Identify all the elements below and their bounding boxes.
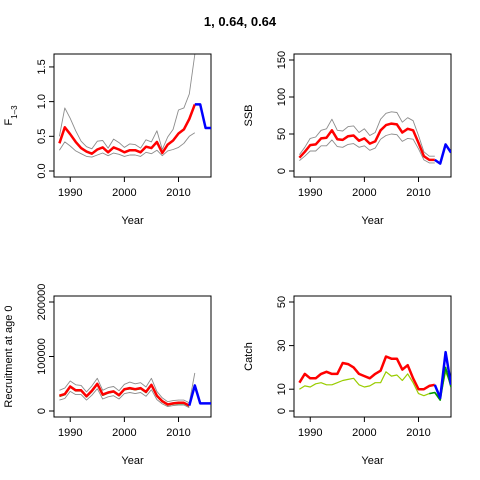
x-axis-label: Year (361, 215, 384, 227)
x-tick-label: 2000 (352, 427, 376, 439)
panel-recruitment: 1990 2000 2010 0 100000 200000 Year Recruitment… (3, 284, 212, 467)
series-line-estimate (59, 382, 190, 407)
series-line-upper-bound (58, 54, 196, 150)
series-line-projection (433, 350, 451, 400)
series-line-upper-bound (59, 372, 196, 404)
x-axis-label: Year (121, 215, 144, 227)
y-tick-label: 1.5 (36, 59, 48, 74)
y-axis-label-subscript: 1–3 (10, 105, 19, 119)
panel-ssb: 1990 2000 2010 0 50 100 150 Year SSB (243, 51, 452, 227)
y-tick-label: 0.0 (36, 163, 48, 178)
series-line-lower-bound (59, 388, 190, 409)
series-line-estimate (58, 103, 196, 155)
series-line-lower-bound (299, 133, 435, 164)
series-group (298, 111, 451, 165)
y-axis-label: F1–3 (3, 105, 19, 126)
series-group (59, 372, 211, 409)
y-tick-label: 0 (276, 168, 288, 174)
y-tick-label: 50 (276, 296, 288, 308)
x-tick-label: 2010 (166, 427, 190, 439)
y-axis-label: SSB (243, 104, 255, 126)
panel-fishing-mortality: 1990 2000 2010 0.0 0.5 1.0 1.5 Year F1–3 (3, 53, 212, 227)
y-tick-label: 30 (276, 339, 288, 351)
y-tick-label: 50 (276, 128, 288, 140)
y-tick-label: 200000 (36, 284, 48, 321)
x-tick-label: 2010 (166, 187, 190, 199)
x-tick-label: 2000 (112, 427, 136, 439)
x-tick-label: 1990 (58, 427, 82, 439)
series-line-lower-bound (59, 132, 196, 158)
y-tick-label: 150 (276, 51, 288, 69)
series-line-projection (194, 103, 211, 130)
series-line-projection (188, 384, 211, 406)
panel-catch: 1990 2000 2010 0 10 30 50 Year Catch (243, 295, 452, 467)
series-group (58, 54, 211, 158)
y-tick-label: 10 (276, 383, 288, 395)
series-line-upper-bound (299, 111, 435, 157)
figure-title: 1, 0.64, 0.64 (204, 14, 277, 29)
y-tick-label: 0 (276, 408, 288, 414)
plot-frame (53, 295, 212, 418)
x-axis-label: Year (361, 455, 384, 467)
x-tick-label: 2010 (406, 187, 430, 199)
x-axis-label: Year (121, 455, 144, 467)
series-line-projection (434, 143, 451, 165)
plot-frame (293, 53, 452, 178)
x-tick-label: 2010 (406, 427, 430, 439)
y-tick-label: 0.5 (36, 129, 48, 144)
x-tick-label: 1990 (298, 187, 322, 199)
series-group (298, 350, 451, 401)
y-tick-label: 0 (36, 408, 48, 414)
x-tick-label: 2000 (112, 187, 136, 199)
y-axis-label: Catch (243, 342, 255, 371)
y-tick-label: 100 (276, 88, 288, 106)
y-tick-label: 1.0 (36, 94, 48, 109)
series-line-observed (299, 371, 451, 399)
plot-frame (53, 53, 212, 178)
series-line-estimate (298, 355, 436, 391)
series-line-fit (429, 366, 451, 401)
x-tick-label: 2000 (352, 187, 376, 199)
y-tick-label: 100000 (36, 338, 48, 375)
y-axis-label: Recruitment at age 0 (3, 305, 15, 407)
series-line-estimate (298, 122, 435, 162)
plot-frame (293, 295, 452, 418)
x-tick-label: 1990 (298, 427, 322, 439)
x-tick-label: 1990 (58, 187, 82, 199)
